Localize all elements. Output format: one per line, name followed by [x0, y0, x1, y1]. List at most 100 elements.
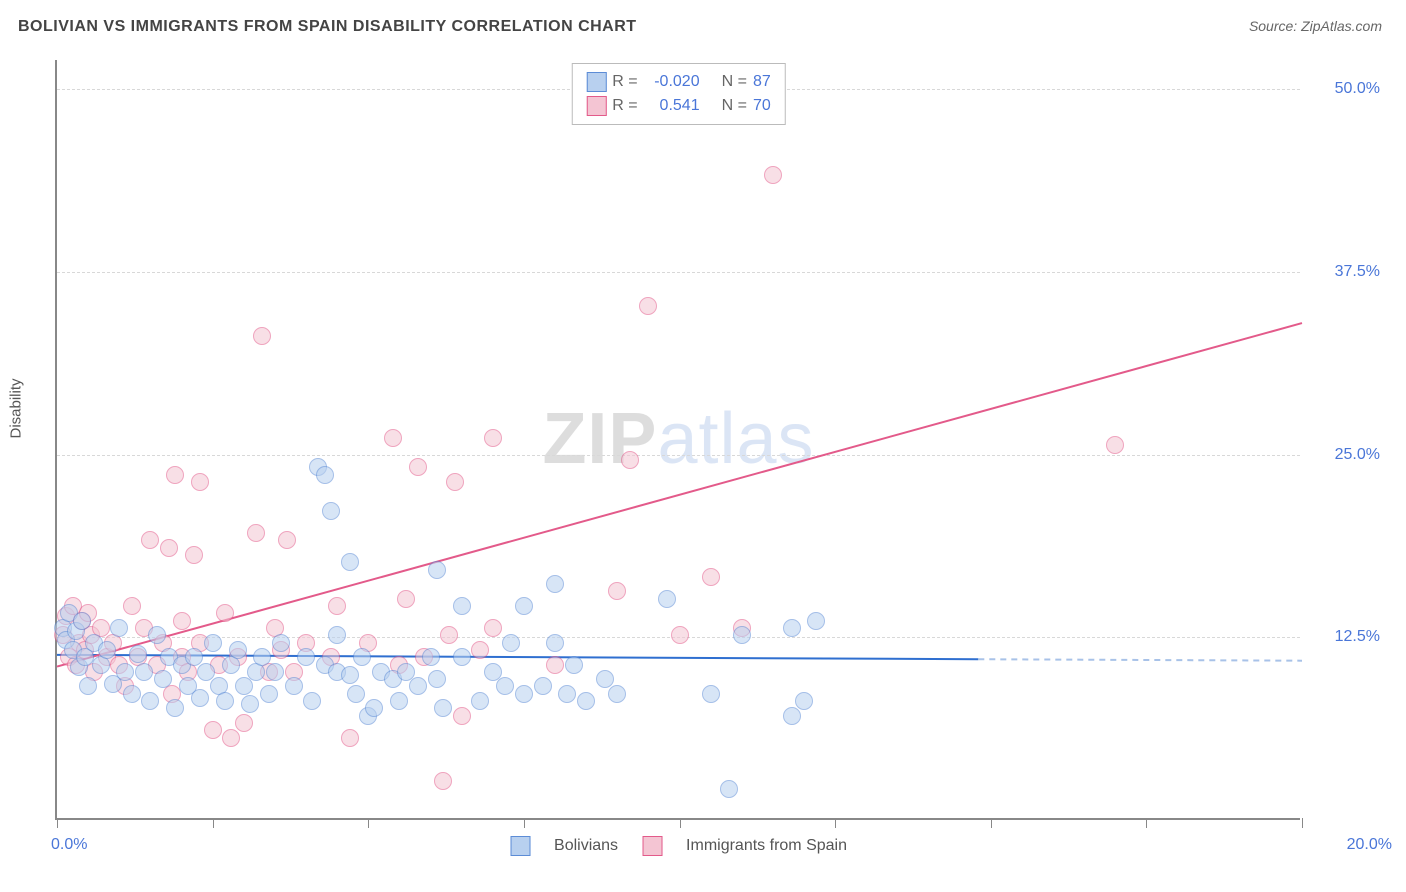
bolivians-point: [98, 641, 116, 659]
bolivians-point: [702, 685, 720, 703]
bolivians-point: [73, 612, 91, 630]
x-tick: [991, 818, 992, 828]
bolivians-point: [141, 692, 159, 710]
spain-point: [446, 473, 464, 491]
source-credit: Source: ZipAtlas.com: [1249, 18, 1382, 34]
legend-label-spain: Immigrants from Spain: [686, 837, 847, 855]
bolivians-point: [241, 695, 259, 713]
x-axis-min-label: 0.0%: [51, 836, 87, 854]
bolivians-point: [353, 648, 371, 666]
bolivians-point: [807, 612, 825, 630]
spain-point: [546, 656, 564, 674]
spain-point: [160, 539, 178, 557]
bolivians-point: [135, 663, 153, 681]
bolivians-point: [297, 648, 315, 666]
n-prefix: N =: [722, 94, 747, 118]
x-tick: [213, 818, 214, 828]
bolivians-point: [577, 692, 595, 710]
bolivians-point: [608, 685, 626, 703]
x-tick: [1146, 818, 1147, 828]
bolivians-point: [733, 626, 751, 644]
bolivians-point: [216, 692, 234, 710]
x-tick: [368, 818, 369, 828]
bolivians-point: [229, 641, 247, 659]
bolivians-point: [79, 677, 97, 695]
bolivians-point: [235, 677, 253, 695]
r-value-bolivians: -0.020: [644, 70, 700, 94]
bolivians-point: [546, 634, 564, 652]
spain-point: [328, 597, 346, 615]
bolivians-point: [534, 677, 552, 695]
bolivians-point: [453, 597, 471, 615]
spain-point: [1106, 436, 1124, 454]
spain-point: [484, 429, 502, 447]
bolivians-point: [129, 645, 147, 663]
spain-point: [141, 531, 159, 549]
spain-point: [484, 619, 502, 637]
bolivians-point: [316, 466, 334, 484]
trendline: [978, 659, 1302, 660]
x-axis-max-label: 20.0%: [1347, 836, 1392, 854]
spain-point: [409, 458, 427, 476]
y-axis-title: Disability: [8, 378, 25, 438]
spain-point: [434, 772, 452, 790]
spain-point: [639, 297, 657, 315]
bolivians-point: [154, 670, 172, 688]
legend-label-bolivians: Bolivians: [554, 837, 618, 855]
y-tick-label: 37.5%: [1310, 263, 1380, 281]
bolivians-point: [783, 619, 801, 637]
bolivians-point: [328, 626, 346, 644]
spain-point: [440, 626, 458, 644]
spain-point: [253, 327, 271, 345]
n-value-spain: 70: [753, 94, 771, 118]
bolivians-point: [303, 692, 321, 710]
bolivians-point: [720, 780, 738, 798]
swatch-spain-icon: [586, 96, 606, 116]
spain-point: [185, 546, 203, 564]
spain-point: [671, 626, 689, 644]
spain-point: [608, 582, 626, 600]
bolivians-point: [428, 561, 446, 579]
bolivians-point: [502, 634, 520, 652]
stats-row-bolivians: R = -0.020 N = 87: [586, 70, 770, 94]
bolivians-point: [428, 670, 446, 688]
r-prefix: R =: [612, 94, 637, 118]
stats-legend: R = -0.020 N = 87 R = 0.541 N = 70: [571, 63, 785, 125]
bolivians-point: [191, 689, 209, 707]
bolivians-point: [347, 685, 365, 703]
bolivians-point: [123, 685, 141, 703]
spain-point: [204, 721, 222, 739]
bolivians-point: [272, 634, 290, 652]
bolivians-point: [546, 575, 564, 593]
bolivians-point: [453, 648, 471, 666]
spain-point: [702, 568, 720, 586]
swatch-bolivians-icon: [586, 72, 606, 92]
series-legend: Bolivians Immigrants from Spain: [510, 836, 847, 856]
spain-point: [222, 729, 240, 747]
plot-area: ZIPatlas 12.5%25.0%37.5%50.0% 0.0% 20.0%…: [55, 60, 1300, 820]
bolivians-point: [341, 666, 359, 684]
trendline: [57, 323, 1302, 666]
source-name: ZipAtlas.com: [1301, 18, 1382, 34]
bolivians-point: [285, 677, 303, 695]
stats-row-spain: R = 0.541 N = 70: [586, 94, 770, 118]
x-tick: [57, 818, 58, 828]
bolivians-point: [260, 685, 278, 703]
spain-point: [123, 597, 141, 615]
x-tick: [680, 818, 681, 828]
bolivians-point: [558, 685, 576, 703]
spain-point: [191, 473, 209, 491]
bolivians-point: [515, 685, 533, 703]
spain-point: [235, 714, 253, 732]
bolivians-point: [565, 656, 583, 674]
bolivians-point: [515, 597, 533, 615]
swatch-spain-icon: [642, 836, 662, 856]
swatch-bolivians-icon: [510, 836, 530, 856]
y-tick-label: 12.5%: [1310, 628, 1380, 646]
bolivians-point: [658, 590, 676, 608]
bolivians-point: [148, 626, 166, 644]
bolivians-point: [204, 634, 222, 652]
spain-point: [173, 612, 191, 630]
chart-title: BOLIVIAN VS IMMIGRANTS FROM SPAIN DISABI…: [18, 18, 637, 36]
spain-point: [166, 466, 184, 484]
